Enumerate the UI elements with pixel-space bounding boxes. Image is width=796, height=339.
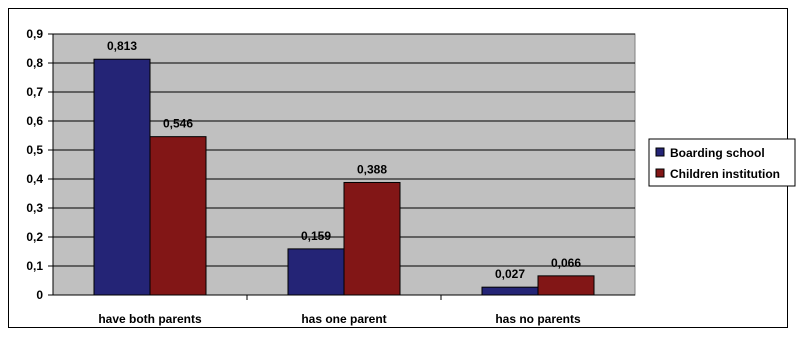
y-tick-label: 0,6 (26, 114, 43, 128)
y-tick-label: 0,8 (26, 56, 43, 70)
bar (149, 136, 207, 296)
bar (93, 58, 151, 296)
bar (287, 248, 345, 296)
y-tick-label: 0,9 (26, 27, 43, 41)
y-tick-label: 0,1 (26, 259, 43, 273)
data-label: 0,066 (551, 256, 581, 270)
bar (343, 181, 401, 296)
data-label: 0,388 (357, 162, 387, 176)
y-tick-label: 0,3 (26, 201, 43, 215)
data-label: 0,159 (301, 229, 331, 243)
bar (537, 275, 595, 296)
legend-label: Children institution (670, 167, 780, 181)
x-category-label: has one parent (301, 312, 386, 326)
legend-swatch (655, 147, 665, 157)
data-label: 0,813 (107, 39, 137, 53)
data-label: 0,027 (495, 267, 525, 281)
legend-swatch (655, 168, 665, 178)
y-tick-label: 0,5 (26, 143, 43, 157)
y-tick-label: 0,7 (26, 85, 43, 99)
data-label: 0,546 (163, 117, 193, 131)
legend-label: Boarding school (670, 146, 765, 160)
y-tick-label: 0 (36, 288, 43, 302)
bar (481, 286, 539, 296)
y-tick-label: 0,2 (26, 230, 43, 244)
x-category-label: has no parents (495, 312, 581, 326)
y-tick-label: 0,4 (26, 172, 43, 186)
x-category-label: have both parents (98, 312, 202, 326)
legend-box (648, 138, 796, 187)
